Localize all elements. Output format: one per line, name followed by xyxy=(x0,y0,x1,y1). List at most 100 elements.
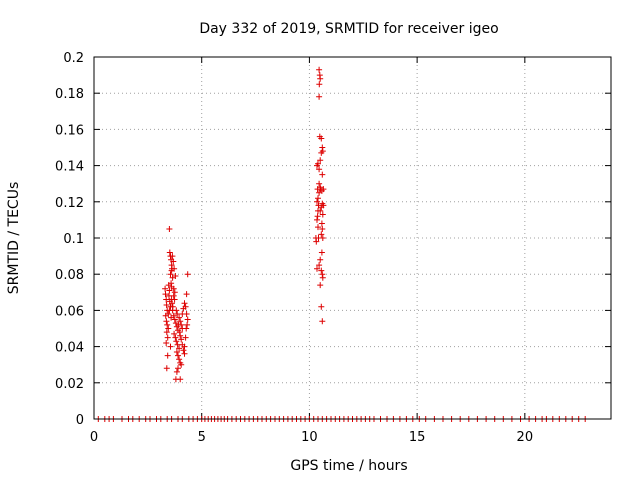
data-point xyxy=(318,231,325,238)
tick-marks xyxy=(93,56,611,420)
data-point xyxy=(176,345,183,352)
data-point xyxy=(167,271,174,278)
y-tick-label: 0.18 xyxy=(55,87,84,102)
data-point xyxy=(172,334,179,341)
data-point xyxy=(320,202,327,209)
data-point xyxy=(173,338,180,345)
data-point xyxy=(316,93,323,100)
data-point xyxy=(314,216,320,223)
chart-title: Day 332 of 2019, SRMTID for receiver ige… xyxy=(199,21,498,37)
data-point xyxy=(184,321,191,328)
data-point xyxy=(177,376,184,383)
y-tick-label: 0.12 xyxy=(55,196,84,211)
data-point xyxy=(165,311,172,317)
data-point xyxy=(178,361,185,368)
data-point xyxy=(318,303,325,310)
data-point xyxy=(178,336,185,343)
data-point xyxy=(315,195,321,202)
data-point xyxy=(176,329,183,336)
data-point xyxy=(175,321,182,328)
data-point xyxy=(165,282,172,289)
y-tick-labels: 0 0.02 0.04 0.06 0.08 0.1 0.12 0.14 0.16 0.18 0.2 xyxy=(55,51,84,428)
data-point xyxy=(316,81,323,88)
data-point xyxy=(181,343,188,350)
x-tick-label: 10 xyxy=(301,430,318,445)
plot-frame xyxy=(93,56,612,420)
y-tick-label: 0.1 xyxy=(63,232,84,247)
data-point xyxy=(184,316,191,323)
data-point xyxy=(320,186,327,193)
data-point xyxy=(164,352,171,359)
data-point xyxy=(316,262,323,269)
data-point xyxy=(170,285,177,292)
data-point xyxy=(316,180,323,187)
y-tick-label: 0.02 xyxy=(55,377,84,392)
data-point xyxy=(318,220,325,227)
data-point xyxy=(314,198,320,205)
data-point xyxy=(171,296,178,303)
data-point xyxy=(163,340,170,346)
data-point xyxy=(317,157,324,164)
y-tick-label: 0.06 xyxy=(55,304,84,319)
data-point xyxy=(169,253,176,260)
data-point xyxy=(183,311,190,317)
data-point xyxy=(318,135,325,142)
x-axis-label: GPS time / hours xyxy=(290,458,407,474)
data-point xyxy=(315,224,321,231)
data-point xyxy=(175,352,181,359)
data-point xyxy=(182,303,189,310)
data-point xyxy=(174,311,181,317)
data-point xyxy=(162,291,169,298)
data-point xyxy=(319,148,326,155)
data-point xyxy=(319,274,326,281)
data-point xyxy=(164,334,171,341)
y-tick-label: 0 xyxy=(76,413,84,428)
y-tick-label: 0.2 xyxy=(63,51,84,66)
y-tick-label: 0.14 xyxy=(55,160,84,175)
x-tick-label: 15 xyxy=(409,430,426,445)
data-point xyxy=(318,249,325,256)
data-point xyxy=(166,287,173,294)
data-point xyxy=(314,213,321,220)
data-point xyxy=(165,325,172,332)
data-point xyxy=(317,256,324,263)
data-point xyxy=(163,318,170,325)
grid xyxy=(94,57,611,419)
data-point xyxy=(319,171,326,178)
data-point xyxy=(184,271,191,278)
data-point xyxy=(317,75,324,82)
x-tick-labels: 0 5 10 15 20 xyxy=(90,430,533,445)
data-point xyxy=(163,296,170,303)
data-point xyxy=(315,235,322,241)
data-point xyxy=(318,267,325,274)
data-point xyxy=(166,226,173,232)
data-point xyxy=(176,356,183,363)
x-tick-label: 5 xyxy=(198,430,206,445)
data-point xyxy=(170,258,177,265)
data-point xyxy=(170,312,177,319)
data-point xyxy=(162,285,169,292)
data-point xyxy=(172,273,179,279)
data-point xyxy=(175,365,181,372)
data-point xyxy=(170,292,177,299)
data-point xyxy=(164,321,171,328)
data-point xyxy=(181,350,188,357)
data-points xyxy=(95,66,589,422)
data-point xyxy=(316,166,323,173)
data-point xyxy=(173,349,180,355)
x-tick-label: 0 xyxy=(90,430,98,445)
data-point xyxy=(319,211,326,218)
data-point xyxy=(315,160,321,167)
data-point xyxy=(316,66,323,73)
data-point xyxy=(319,226,326,232)
data-point xyxy=(171,330,178,337)
x-tick-label: 20 xyxy=(517,430,534,445)
y-tick-label: 0.08 xyxy=(55,268,84,283)
data-point xyxy=(181,300,188,307)
data-point xyxy=(163,365,170,372)
data-point xyxy=(317,207,324,214)
data-point xyxy=(167,343,174,350)
data-point xyxy=(169,303,176,310)
y-tick-label: 0.04 xyxy=(55,341,84,356)
